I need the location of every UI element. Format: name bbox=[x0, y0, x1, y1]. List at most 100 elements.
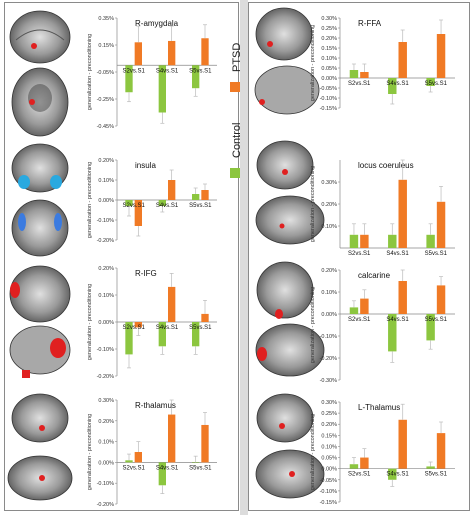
y-tick-label: 0.15% bbox=[321, 433, 337, 439]
bar bbox=[388, 78, 397, 94]
chart-title: L-Thalamus bbox=[358, 403, 400, 412]
x-tick-label: S2vs.S1 bbox=[348, 251, 371, 257]
activation-blob bbox=[282, 169, 288, 175]
x-tick-label: S4vs.S1 bbox=[156, 68, 179, 74]
bar bbox=[134, 200, 142, 226]
brain-thalamus-coronal bbox=[11, 393, 69, 443]
y-tick-label: 0.20% bbox=[98, 266, 114, 272]
y-tick-label: 0.35% bbox=[98, 16, 114, 22]
brain-ifg-axial bbox=[9, 265, 71, 323]
activation-blob bbox=[50, 175, 62, 189]
x-tick-label: S5vs.S1 bbox=[189, 325, 212, 331]
y-tick-label: -0.10% bbox=[97, 218, 115, 224]
bar bbox=[388, 314, 397, 352]
y-tick-label: -0.10% bbox=[97, 347, 115, 353]
y-tick-label: -0.45% bbox=[97, 124, 115, 130]
bar bbox=[125, 200, 133, 206]
x-tick-label: S5vs.S1 bbox=[189, 203, 212, 209]
chart-title: R-amygdala bbox=[135, 19, 179, 28]
x-tick-label: S4vs.S1 bbox=[386, 472, 409, 478]
bar bbox=[201, 424, 209, 463]
bar bbox=[398, 419, 407, 469]
bar bbox=[426, 466, 435, 469]
chart-title: insula bbox=[135, 161, 156, 170]
bar bbox=[134, 452, 142, 463]
x-tick-label: S2vs.S1 bbox=[348, 317, 371, 323]
bar bbox=[125, 65, 133, 93]
y-tick-label: -0.10% bbox=[97, 481, 115, 487]
y-tick-label: -0.15% bbox=[320, 500, 338, 506]
activation-blob bbox=[31, 43, 37, 49]
y-tick-label: 0.20% bbox=[98, 158, 114, 164]
brain-insula-coronal bbox=[11, 143, 69, 193]
bar bbox=[158, 65, 166, 113]
bar bbox=[125, 460, 133, 463]
y-tick-label: -0.10% bbox=[320, 489, 338, 495]
bar bbox=[426, 234, 435, 248]
brain-lthalamus-coronal bbox=[256, 393, 314, 443]
y-tick-label: 0.05% bbox=[321, 456, 337, 462]
y-axis-label: generalization - preconditioning bbox=[310, 287, 316, 363]
bar bbox=[192, 65, 200, 89]
legend-swatch-ptsd bbox=[230, 82, 240, 92]
bar bbox=[349, 464, 359, 469]
bar bbox=[388, 468, 397, 480]
activation-blob bbox=[259, 99, 265, 105]
y-tick-label: 0.00% bbox=[98, 198, 114, 204]
bar bbox=[349, 70, 359, 78]
y-tick-label: -0.05% bbox=[320, 478, 338, 484]
bar bbox=[192, 322, 200, 347]
bar bbox=[360, 298, 369, 314]
y-tick-label: 0.10% bbox=[321, 56, 337, 62]
y-tick-label: -0.25% bbox=[97, 97, 115, 103]
bar bbox=[436, 285, 446, 314]
y-tick-label: 0.30% bbox=[321, 400, 337, 406]
chart-title: calcarine bbox=[358, 271, 391, 280]
bar bbox=[349, 234, 359, 248]
brain-thalamus-sagittal bbox=[7, 455, 73, 501]
y-tick-label: 0.15% bbox=[321, 46, 337, 52]
chart-title: locus coeruleus bbox=[358, 161, 414, 170]
chart-panel: calcarine generalization - preconditionin… bbox=[310, 268, 455, 384]
activation-blob bbox=[50, 338, 66, 358]
y-tick-label: -0.10% bbox=[320, 96, 338, 102]
y-axis-label: generalization - preconditioning bbox=[87, 34, 93, 110]
bar bbox=[398, 281, 407, 314]
bar bbox=[436, 433, 446, 469]
y-tick-label: 0.20% bbox=[98, 419, 114, 425]
bar bbox=[168, 286, 176, 322]
x-tick-label: S4vs.S1 bbox=[386, 81, 409, 87]
chart-panel: R-amygdala generalization - preconditioni… bbox=[87, 16, 217, 130]
bar bbox=[158, 322, 166, 347]
brain-insula-axial bbox=[11, 199, 69, 257]
y-tick-label: 0.00% bbox=[321, 76, 337, 82]
y-tick-label: 0.10% bbox=[321, 224, 337, 230]
bar bbox=[192, 194, 200, 200]
chart-title: R-IFG bbox=[135, 269, 157, 278]
activation-blob bbox=[29, 99, 35, 105]
bar bbox=[349, 307, 359, 314]
activation-blob bbox=[39, 475, 45, 481]
y-tick-label: -0.20% bbox=[97, 374, 115, 380]
brain-ifg-sagittal bbox=[9, 325, 71, 378]
activation-blob bbox=[54, 213, 62, 231]
y-axis-label: generalization - preconditioning bbox=[310, 414, 316, 490]
activation-blob bbox=[267, 41, 273, 47]
chart-panel: R-thalamus generalization - preconditioni… bbox=[87, 398, 217, 508]
legend-label-control: Control bbox=[231, 123, 243, 158]
x-tick-label: S2vs.S1 bbox=[122, 68, 145, 74]
x-tick-label: S5vs.S1 bbox=[425, 251, 448, 257]
bar bbox=[134, 42, 142, 66]
bar bbox=[158, 200, 166, 206]
y-tick-label: 0.05% bbox=[321, 66, 337, 72]
x-tick-label: S4vs.S1 bbox=[156, 325, 179, 331]
activation-blob bbox=[18, 175, 30, 189]
y-tick-label: -0.05% bbox=[97, 70, 115, 76]
y-tick-label: -0.15% bbox=[320, 106, 338, 112]
bar bbox=[201, 313, 209, 322]
y-tick-label: -0.10% bbox=[320, 334, 338, 340]
bar bbox=[168, 180, 176, 200]
y-tick-label: 0.10% bbox=[98, 293, 114, 299]
chart-panel: locus coeruleus generalization - precondi… bbox=[310, 159, 455, 257]
